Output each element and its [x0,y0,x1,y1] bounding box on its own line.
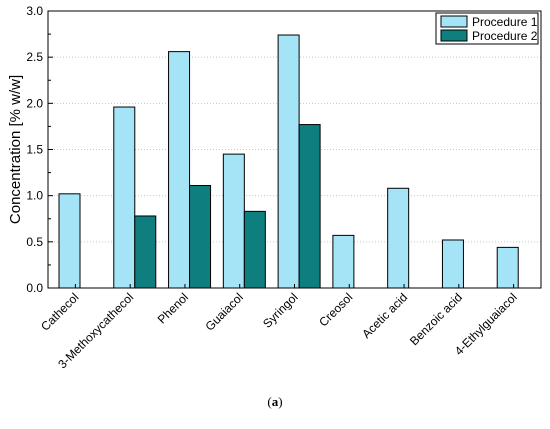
y-axis-label: Concentration [% w/w] [7,75,24,224]
y-tick-label: 1.5 [26,143,43,157]
figure-caption: (a) [0,394,550,410]
legend-label: Procedure 1 [472,15,538,29]
x-tick-label: Guaiacol [202,290,245,333]
bar-1-syringol [277,34,300,289]
caption-open: ( [267,394,272,409]
caption-label: a [271,394,279,409]
x-tick-label: Benzoic acid [407,290,465,348]
bar-2-phenol [189,185,212,289]
legend-swatch [440,15,468,28]
bar-1-3-methoxycathecol [113,106,136,289]
y-tick-label: 2.5 [26,50,43,64]
y-tick-label: 3.0 [26,4,43,18]
axes [47,10,542,289]
x-tick-label: Creosol [316,290,355,329]
y-tick-label: 1.0 [26,189,43,203]
bar-1-phenol [168,51,191,289]
x-tick-label: Phenol [155,290,191,326]
y-tick-label: 0.0 [26,281,43,295]
bar-2-guaiacol [243,210,266,289]
y-tick-label: 2.0 [26,96,43,110]
caption-close: ) [278,394,283,409]
bar-1-4-ethylguaiacol [496,246,519,289]
bar-2-3-methoxycathecol [134,215,157,289]
x-tick-label: Syringol [260,290,301,331]
y-ticks: 0.0 0.5 1.0 1.5 2.0 2.5 3.0 [26,4,43,295]
bars [58,34,519,289]
bar-2-syringol [298,124,321,289]
legend-swatch [440,29,468,42]
x-tick-label: Acetic acid [359,290,410,341]
bar-1-benzoic-acid [441,239,464,289]
x-tick-label: Cathecol [38,290,81,333]
legend-label: Procedure 2 [472,29,538,43]
bar-1-creosol [332,234,355,289]
bar-1-cathecol [58,193,81,289]
y-tick-label: 0.5 [26,235,43,249]
bar-1-acetic-acid [387,187,410,289]
bar-1-guaiacol [222,153,245,289]
